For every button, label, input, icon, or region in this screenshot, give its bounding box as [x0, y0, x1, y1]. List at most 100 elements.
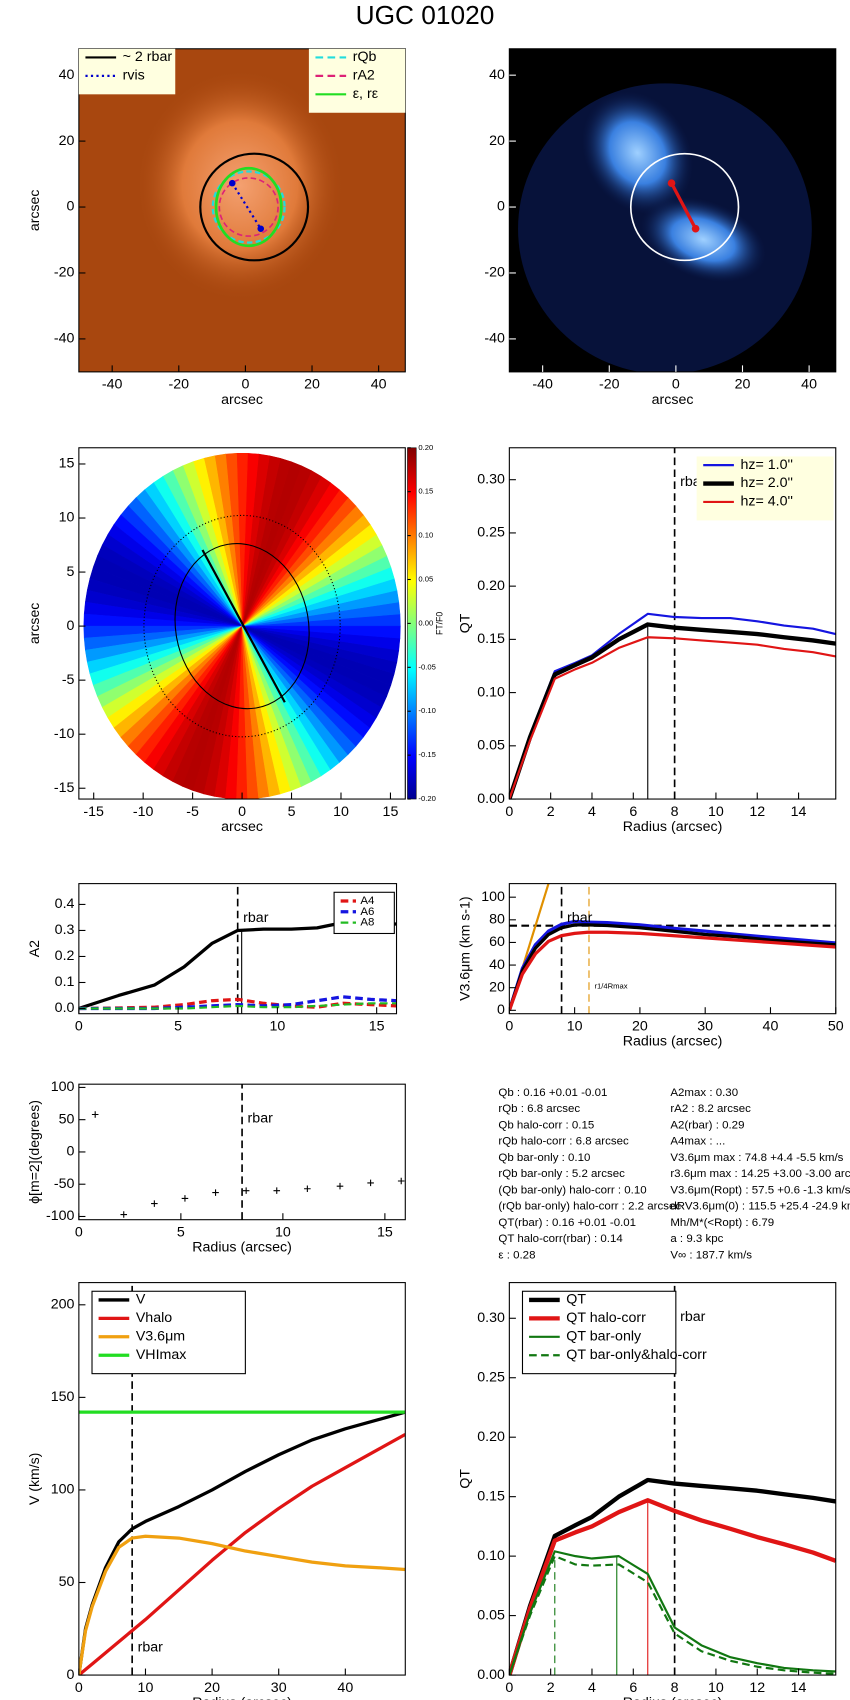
series-line [509, 930, 836, 1011]
x-tick-label: 10 [333, 804, 349, 820]
rvis-line [231, 182, 262, 230]
stat-line: (rQb bar-only) halo-corr : 2.2 arcsec [498, 1201, 681, 1213]
x-tick-label: 12 [749, 1680, 765, 1696]
legend-box [308, 48, 406, 113]
stat-line: rQb halo-corr : 6.8 arcsec [498, 1136, 629, 1148]
point [367, 1179, 374, 1187]
stat-line: Qb halo-corr : 0.15 [498, 1119, 594, 1131]
x-tick-label: -5 [186, 804, 199, 820]
x-axis-label: Radius (arcsec) [192, 1695, 292, 1700]
series-line [509, 612, 836, 800]
panel: -0.20 -0.15 -0.10 -0.05 0.00 0.05 0.10 0.15 0.20… [27, 443, 445, 835]
frame [78, 48, 406, 373]
stat-line: QT(rbar) : 0.16 +0.01 -0.01 [498, 1217, 636, 1229]
x-tick-label: 50 [828, 1018, 844, 1034]
stat-line: V3.6μm max : 74.8 +4.4 -5.5 km/s [670, 1152, 843, 1164]
series-line [509, 1555, 836, 1676]
y-tick-label: 0.0 [55, 1000, 75, 1016]
y-tick-label: 0 [67, 1144, 75, 1160]
y-tick-label: 5 [67, 564, 75, 580]
series-line [78, 995, 397, 1011]
y-tick-label: 0.15 [477, 631, 505, 647]
y-tick-label: 200 [51, 1297, 75, 1313]
legend-label: rA2 [353, 68, 375, 84]
colorbar-tick-label: 0.15 [418, 487, 433, 496]
x-tick-label: 30 [271, 1680, 287, 1696]
legend-label: ε, rε [353, 86, 379, 102]
panel: -40 -20 0 20 40 -40 -20 0 20 40 arcsec [484, 48, 837, 408]
ring [629, 152, 740, 262]
stat-line: rQb bar-only : 5.2 arcsec [498, 1168, 625, 1180]
y-tick-label: 20 [489, 979, 505, 995]
series-line [509, 622, 836, 800]
series-line [78, 1432, 406, 1676]
y-tick-label: -40 [54, 331, 75, 347]
v-line-label: rbar [243, 910, 269, 926]
stat-line: V∞ : 187.7 km/s [670, 1250, 752, 1262]
x-tick-label: 6 [629, 804, 637, 820]
ring-rqb [211, 170, 286, 244]
stat-line: rQb : 6.8 arcsec [498, 1103, 580, 1115]
stat-line: A2max : 0.30 [670, 1087, 738, 1099]
y-tick-label: 0.2 [55, 948, 75, 964]
point [273, 1187, 281, 1194]
x-tick-label: 10 [275, 1224, 291, 1240]
x-tick-label: 15 [383, 804, 399, 820]
colorbar-tick-label: -0.10 [418, 706, 435, 715]
y-tick-label: 60 [489, 934, 505, 950]
plot-area [78, 1282, 406, 1676]
x-axis-label: arcsec [221, 819, 263, 835]
v-line-label: rbar [248, 1111, 274, 1127]
legend-box [696, 456, 834, 521]
stat-line: V3.6μm(Ropt) : 57.5 +0.6 -1.3 km/s [670, 1184, 850, 1196]
point [120, 1211, 128, 1218]
legend-box [521, 1290, 677, 1375]
x-tick-label: -15 [83, 804, 104, 820]
y-tick-label: 0 [67, 618, 75, 634]
y-tick-label: 0.4 [55, 896, 75, 912]
bar-end [667, 179, 676, 187]
frame [508, 883, 837, 1015]
x-tick-label: 5 [288, 804, 296, 820]
y-tick-label: 0 [67, 199, 75, 215]
y-tick-label: 0.20 [477, 578, 505, 594]
stat-line: a : 9.3 kpc [670, 1233, 723, 1245]
x-tick-label: 20 [204, 1680, 220, 1696]
x-tick-label: 15 [377, 1224, 393, 1240]
stat-line: rA2 : 8.2 arcsec [670, 1103, 751, 1115]
y-tick-label: 0.30 [477, 1310, 505, 1326]
x-axis-label: arcsec [652, 392, 694, 408]
v-line-label: rbar [680, 1309, 706, 1325]
x-tick-label: 15 [369, 1018, 385, 1034]
y-tick-label: 0 [497, 199, 505, 215]
panel: -40 -20 0 20 40 -40 -20 0 20 40 arcsec arcsec ~ 2 rb… [27, 48, 406, 408]
y-tick-label: 40 [489, 67, 505, 83]
x-tick-label: 2 [547, 1680, 555, 1696]
legend-label: QT bar-only [566, 1329, 642, 1345]
bar-end [691, 224, 700, 233]
x-tick-label: 0 [75, 1224, 83, 1240]
legend-label: rvis [123, 68, 145, 84]
y-tick-label: -20 [54, 265, 75, 281]
frame [78, 1083, 406, 1221]
series-line [509, 1498, 836, 1676]
y-axis-label: V3.6μm (km s-1) [457, 896, 473, 1000]
series-line [509, 923, 836, 1011]
x-tick-label: 20 [735, 377, 751, 393]
legend-label: hz= 1.0'' [740, 457, 793, 473]
y-tick-label: -20 [484, 265, 505, 281]
x-tick-label: 10 [269, 1018, 285, 1034]
bar-axis [670, 182, 698, 230]
panel: rbar 0 10 20 30 40 0 50 100 150 200 Radius (arcsec)… [27, 1282, 406, 1700]
y-tick-label: -100 [46, 1208, 75, 1224]
y-tick-label: 0.25 [477, 525, 505, 541]
y-axis-label: V (km/s) [27, 1453, 43, 1505]
x-axis-label: Radius (arcsec) [192, 1240, 292, 1256]
x-tick-label: 0 [241, 377, 249, 393]
point [397, 1177, 405, 1185]
y-axis-label: ϕ[m=2](degrees) [27, 1100, 43, 1204]
y-tick-label: 0.10 [477, 1548, 505, 1564]
x-tick-label: 0 [75, 1680, 83, 1696]
y-tick-label: 0 [497, 1002, 505, 1018]
plot-area [509, 447, 836, 800]
